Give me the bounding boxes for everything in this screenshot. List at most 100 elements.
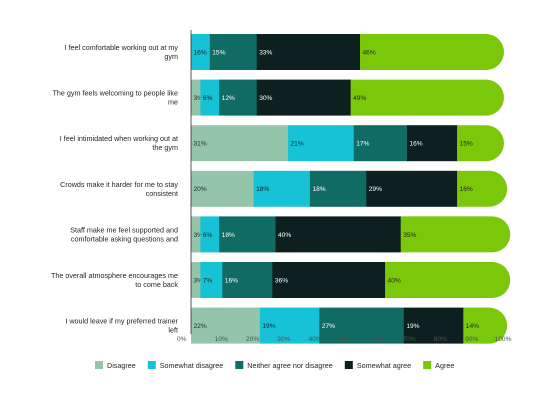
data-label: 3% xyxy=(194,232,204,239)
data-label: 30% xyxy=(259,95,272,102)
bar-segment xyxy=(353,125,408,162)
category-label: Crowds make it harder for me to stay cons… xyxy=(60,180,178,198)
data-label: 36% xyxy=(275,277,288,284)
data-label: 40% xyxy=(278,232,291,239)
bar-segment xyxy=(319,307,405,344)
data-label: 16% xyxy=(225,277,238,284)
bar-segment xyxy=(288,125,355,162)
bars: 16% 15% 33% 46%3% 6% 12% 30% 49%31% 21% 17% 16% 15%… xyxy=(191,34,511,344)
bar-segment xyxy=(400,216,511,253)
data-label: 3% xyxy=(194,277,204,284)
x-tick-label: 80% xyxy=(434,336,447,343)
data-label: 35% xyxy=(403,232,416,239)
bar-segment xyxy=(200,79,220,116)
bar-segment xyxy=(191,125,289,162)
legend-swatch xyxy=(95,361,103,369)
bar-segment xyxy=(191,307,261,344)
data-label: 20% xyxy=(194,186,207,193)
bar-segment xyxy=(209,34,258,70)
bar-segment xyxy=(385,262,511,298)
data-label: 40% xyxy=(388,277,401,284)
data-label: 7% xyxy=(203,277,213,284)
x-tick-label: 60% xyxy=(371,336,384,343)
bar-segment xyxy=(222,262,273,298)
bar-segment xyxy=(256,34,361,70)
legend-swatch xyxy=(423,361,432,369)
data-label: 19% xyxy=(262,323,275,330)
legend-swatch xyxy=(344,361,353,369)
category-labels: I feel comfortable working out at my gym T… xyxy=(51,43,179,335)
bar-segment xyxy=(191,170,254,207)
bar-segment xyxy=(191,262,201,298)
bar-segment xyxy=(219,79,258,116)
bar-segment xyxy=(366,170,458,207)
category-label: Staff make me feel supported and comforta… xyxy=(70,225,178,243)
category-label: I feel comfortable working out at my gym xyxy=(65,43,179,61)
legend-label: Agree xyxy=(435,361,454,370)
category-label: I feel intimidated when working out at th… xyxy=(60,134,178,152)
bar-segment xyxy=(463,307,508,344)
bar-segment xyxy=(275,216,402,253)
x-tick-label: 50% xyxy=(340,336,353,343)
bar-segment xyxy=(309,170,367,207)
data-label: 3% xyxy=(194,95,204,102)
data-label: 18% xyxy=(256,186,269,193)
legend-label: Neither agree nor disagree xyxy=(247,361,333,370)
legend-label: Somewhat disagree xyxy=(160,361,224,370)
data-label: 31% xyxy=(194,141,207,148)
category-label: The gym feels welcoming to people like me xyxy=(53,89,178,107)
legend-swatch xyxy=(147,361,156,369)
data-label: 15% xyxy=(460,141,473,148)
x-tick-label: 30% xyxy=(277,336,290,343)
data-label: 14% xyxy=(466,323,479,330)
data-label: 46% xyxy=(363,49,376,56)
legend-label: Disagree xyxy=(107,361,136,370)
x-tick-label: 90% xyxy=(465,336,478,343)
legend-label: Somewhat agree xyxy=(357,361,411,370)
bar-segment xyxy=(191,79,201,116)
bar-segment xyxy=(360,34,504,70)
data-label: 49% xyxy=(353,95,366,102)
data-label: 12% xyxy=(222,95,235,102)
bar-segment xyxy=(272,262,386,298)
legend: Disagree Somewhat disagree Neither agree n… xyxy=(95,361,454,370)
data-label: 33% xyxy=(259,49,272,56)
bar-segment xyxy=(253,170,311,207)
bar-segment xyxy=(406,125,458,162)
data-label: 16% xyxy=(194,49,207,56)
data-label: 19% xyxy=(406,323,419,330)
x-tick-label: 70% xyxy=(402,336,415,343)
data-label: 18% xyxy=(222,232,235,239)
x-tick-label: 40% xyxy=(309,336,322,343)
data-label: 17% xyxy=(356,141,369,148)
data-label: 15% xyxy=(212,49,225,56)
bar-segment xyxy=(191,216,201,253)
data-label: 29% xyxy=(369,186,382,193)
bar-segment xyxy=(256,79,352,116)
data-label: 16% xyxy=(460,186,473,193)
data-label: 22% xyxy=(194,323,207,330)
category-label: I would leave if my preferred trainer lef… xyxy=(65,317,178,335)
data-label: 18% xyxy=(312,186,325,193)
bar-segment xyxy=(200,216,220,253)
x-tick-label: 10% xyxy=(215,336,228,343)
data-label: 6% xyxy=(203,95,213,102)
bar-segment xyxy=(200,262,223,298)
bar-segment xyxy=(457,125,504,162)
bar-segment xyxy=(457,170,508,207)
legend-swatch xyxy=(235,361,244,369)
bar-segment xyxy=(191,34,211,70)
data-label: 21% xyxy=(291,141,304,148)
x-axis: 0% 10% 20% 30% 40% 50% 60% 70% 80% 90% 100% xyxy=(177,30,512,343)
x-tick-label: 0% xyxy=(177,336,187,343)
category-label: The overall atmosphere encourages me to c… xyxy=(51,271,178,289)
x-tick-label: 100% xyxy=(495,336,512,343)
data-label: 6% xyxy=(203,232,213,239)
data-label: 27% xyxy=(322,323,335,330)
x-tick-label: 20% xyxy=(246,336,259,343)
bar-segment xyxy=(219,216,276,253)
bar-segment xyxy=(403,307,464,344)
data-label: 16% xyxy=(409,141,422,148)
bar-segment xyxy=(259,307,320,344)
